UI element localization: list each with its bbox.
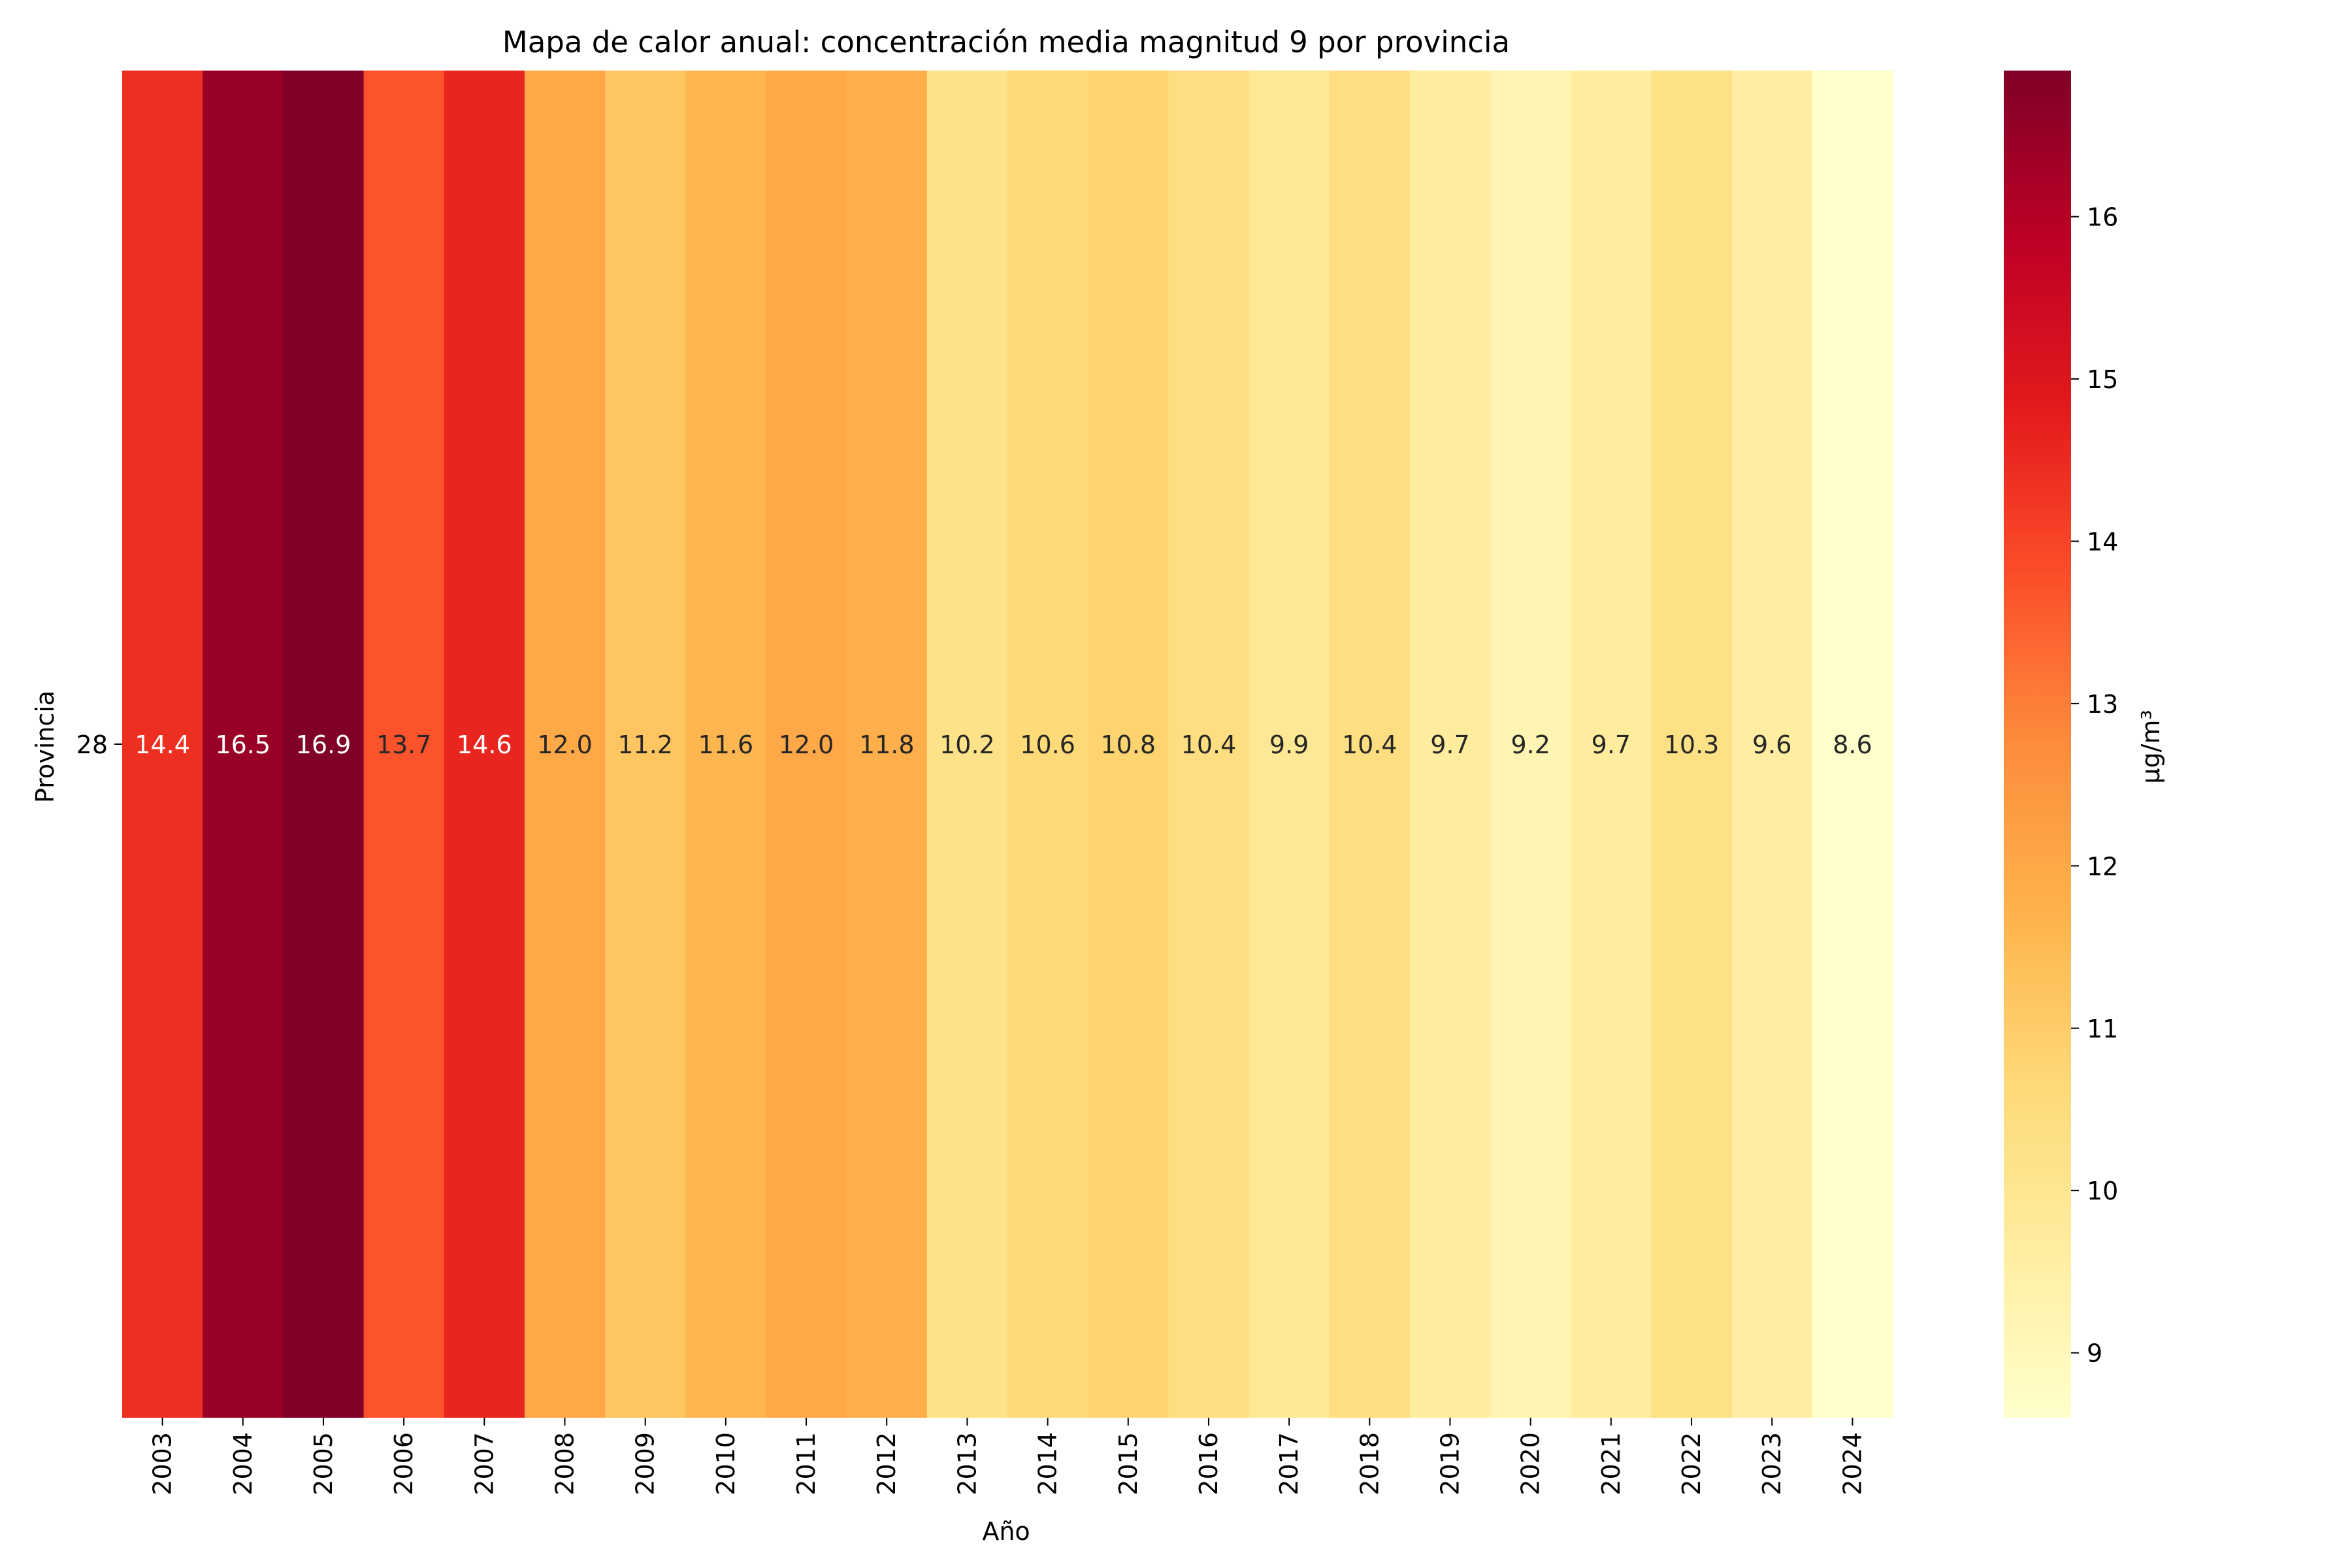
heatmap-cell [524,71,606,1418]
colorbar-tick-label: 11 [2087,1015,2118,1043]
x-tick-label: 2012 [872,1432,901,1495]
x-tick-label: 2019 [1436,1432,1465,1495]
colorbar-tick-label: 12 [2087,852,2118,881]
heatmap-cell [685,71,767,1418]
cell-value-label: 16.5 [215,730,270,759]
x-tick-label: 2021 [1597,1432,1625,1495]
colorbar-tick-label: 10 [2087,1177,2118,1205]
x-tick-label: 2006 [389,1432,418,1495]
x-tick-label: 2005 [309,1432,338,1495]
heatmap-cell [766,71,847,1418]
cell-value-label: 9.7 [1592,730,1631,759]
cell-value-label: 9.6 [1752,730,1791,759]
heatmap-cell [1490,71,1571,1418]
x-tick-label: 2023 [1757,1432,1786,1495]
cell-value-label: 9.7 [1430,730,1469,759]
heatmap-cells [122,71,1893,1418]
cell-value-label: 11.6 [698,730,754,759]
cell-value-label: 10.2 [939,730,995,759]
heatmap-cell [203,71,284,1418]
heatmap-cell [1651,71,1733,1418]
x-tick-label: 2014 [1034,1432,1062,1495]
x-tick-label: 2013 [953,1432,981,1495]
heatmap-cell [1007,71,1088,1418]
x-tick-label: 2024 [1838,1432,1867,1495]
cell-value-label: 8.6 [1833,730,1872,759]
cell-value-label: 9.9 [1269,730,1309,759]
heatmap-cell [846,71,928,1418]
colorbar-tick-label: 14 [2087,527,2118,556]
colorbar-tick-label: 16 [2087,203,2118,232]
x-tick-label: 2009 [631,1432,660,1495]
cell-value-label: 11.8 [859,730,915,759]
colorbar-tick-label: 9 [2087,1339,2102,1368]
heatmap-cell [1731,71,1813,1418]
x-axis: 2003 2004 2005 2006 2007 2008 2009 2010 2011 2012… [148,1418,1867,1495]
cell-value-label: 11.2 [617,730,673,759]
cell-value-label: 10.6 [1020,730,1075,759]
cell-value-labels: 14.4 16.5 16.9 13.7 14.6 12.0 11.2 11.6 12.0 11.8… [135,730,1872,759]
x-tick-label: 2020 [1516,1432,1545,1495]
y-tick-label: 28 [76,730,108,759]
heatmap-cell [1571,71,1652,1418]
colorbar-tick-label: 15 [2087,365,2118,394]
cell-value-label: 14.4 [135,730,190,759]
heatmap-cell [605,71,686,1418]
cell-value-label: 12.0 [779,730,834,759]
cell-value-label: 10.3 [1664,730,1720,759]
cell-value-label: 12.0 [537,730,593,759]
colorbar-label: µg/m³ [2136,710,2165,783]
x-tick-label: 2010 [711,1432,740,1495]
x-tick-label: 2015 [1114,1432,1143,1495]
heatmap-cell [1812,71,1893,1418]
colorbar: 9 10 11 12 13 14 15 16 [2004,71,2118,1418]
cell-value-label: 10.4 [1342,730,1397,759]
heatmap-cell [1168,71,1250,1418]
heatmap-cell [1249,71,1330,1418]
heatmap-cell [1329,71,1411,1418]
cell-value-label: 10.4 [1181,730,1237,759]
x-tick-label: 2018 [1355,1432,1384,1495]
y-axis-label: Provincia [31,691,59,803]
x-axis-label: Año [982,1517,1030,1546]
x-tick-label: 2022 [1677,1432,1706,1495]
y-axis: 28 [76,730,122,759]
x-tick-label: 2011 [792,1432,821,1495]
cell-value-label: 13.7 [376,730,432,759]
heatmap-cell [283,71,365,1418]
heatmap-cell [444,71,525,1418]
heatmap-cell [1088,71,1169,1418]
x-tick-label: 2007 [470,1432,498,1495]
heatmap-cell [363,71,445,1418]
cell-value-label: 9.2 [1511,730,1550,759]
heatmap-cell [926,71,1008,1418]
x-tick-label: 2017 [1275,1432,1303,1495]
heatmap-cell [122,71,203,1418]
chart-title: Mapa de calor anual: concentración media… [502,25,1510,59]
x-tick-label: 2008 [551,1432,580,1495]
cell-value-label: 10.8 [1100,730,1156,759]
colorbar-gradient [2004,71,2071,1418]
heatmap-cell [1409,71,1491,1418]
x-tick-label: 2003 [148,1432,177,1495]
cell-value-label: 14.6 [457,730,512,759]
colorbar-tick-label: 13 [2087,690,2118,719]
x-tick-label: 2016 [1194,1432,1223,1495]
x-tick-label: 2004 [229,1432,257,1495]
cell-value-label: 16.9 [296,730,351,759]
